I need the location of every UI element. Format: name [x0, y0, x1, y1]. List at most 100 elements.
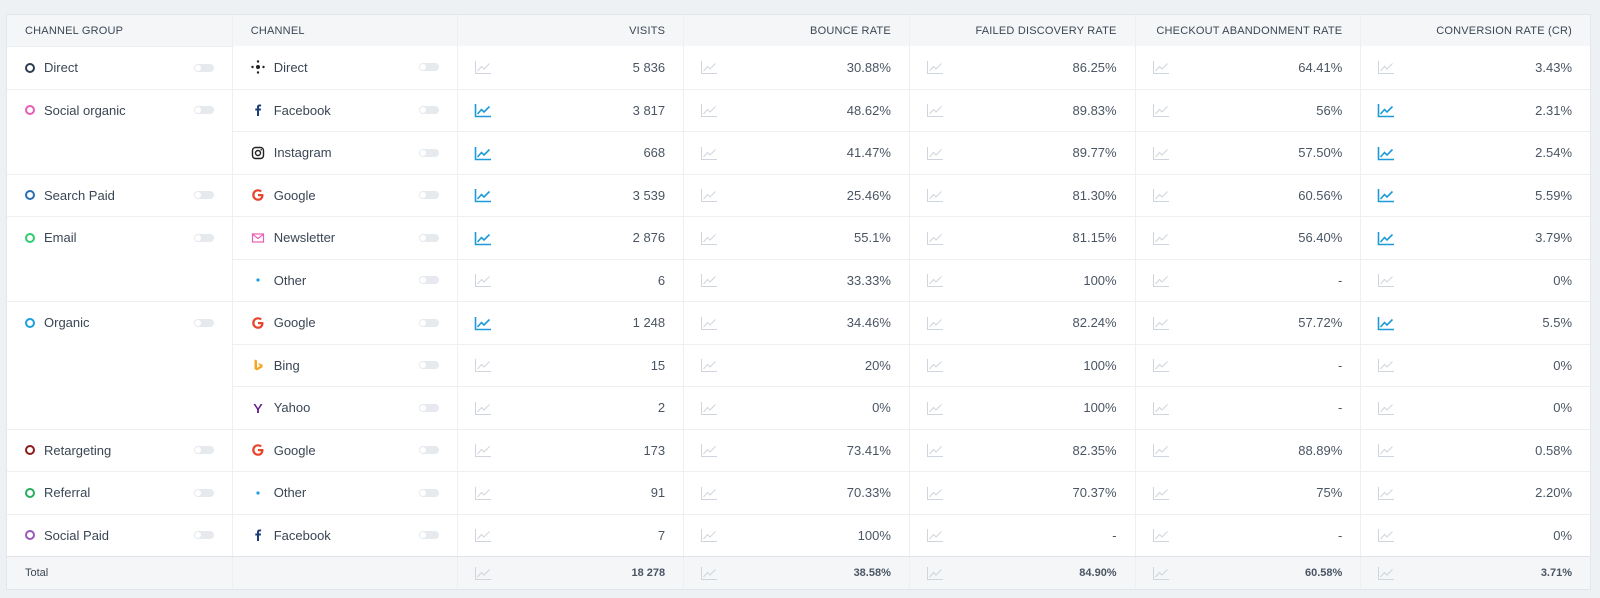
- facebook-icon: [251, 528, 265, 542]
- conversion-rate-value: 0.58%: [1535, 442, 1573, 458]
- channel-toggle[interactable]: [419, 276, 440, 285]
- group-toggle[interactable]: [193, 106, 214, 115]
- checkout-abandonment-rate-cell: -: [1135, 513, 1362, 556]
- channel-group-name: Organic: [44, 315, 90, 331]
- channel-group-cell: Search Paid: [7, 173, 233, 216]
- conversion-rate-cell: 0%: [1361, 343, 1591, 387]
- channel-toggle[interactable]: [419, 191, 440, 200]
- conversion-rate-cell: 3.43%: [1361, 46, 1590, 89]
- group-toggle[interactable]: [193, 531, 214, 540]
- channel-group-name: Retargeting: [44, 442, 112, 458]
- bounce-rate-cell: 55.1%: [684, 216, 910, 259]
- channel-toggle[interactable]: [419, 148, 440, 157]
- bounce-rate-value: 0%: [872, 400, 891, 416]
- failed-discovery-rate-value: 100%: [1083, 272, 1117, 288]
- group-color-dot: [25, 105, 35, 116]
- failed-discovery-rate-value: 70.37%: [1072, 485, 1117, 501]
- group-toggle[interactable]: [193, 446, 214, 455]
- conversion-rate-cell: 2.31%: [1361, 88, 1591, 132]
- group-toggle[interactable]: [193, 488, 214, 497]
- yahoo-icon: [251, 401, 265, 415]
- channel-cell: Google: [232, 301, 459, 344]
- visits-cell: 3 817: [458, 88, 685, 131]
- channel-cell: Newsletter: [232, 216, 459, 259]
- group-toggle[interactable]: [193, 191, 214, 200]
- group-toggle[interactable]: [193, 233, 214, 242]
- channel-toggle[interactable]: [419, 531, 440, 540]
- conversion-rate-cell: 0%: [1361, 386, 1591, 429]
- conversion-rate-cell: 0%: [1361, 258, 1591, 302]
- table-row: Organic Google 1 248 34.46% 82.24% 57.72% 5.5%: [7, 301, 1591, 344]
- conversion-rate-cell: 0%: [1361, 513, 1591, 557]
- channel-cell: Facebook: [232, 88, 459, 131]
- visits-cell: 3 539: [458, 173, 685, 216]
- channel-group-cell: [7, 343, 233, 386]
- checkout-abandonment-rate-cell: 57.72%: [1135, 301, 1362, 344]
- channel-group-cell: Email: [7, 216, 233, 259]
- channel-toggle[interactable]: [419, 361, 440, 370]
- channel-toggle[interactable]: [419, 488, 440, 497]
- bounce-rate-value: 48.62%: [846, 102, 891, 118]
- total-row: Total 18 278 38.58% 84.90% 60.58% 3.71%: [7, 556, 1590, 589]
- bounce-rate-cell: 34.46%: [684, 301, 910, 344]
- header-visits[interactable]: VISITS: [458, 15, 685, 46]
- group-color-dot: [25, 190, 35, 201]
- header-checkout-abandonment-rate[interactable]: CHECKOUT ABANDONMENT RATE: [1136, 15, 1362, 46]
- channel-toggle[interactable]: [419, 318, 440, 327]
- total-failed-discovery-rate-value: 84.90%: [1079, 567, 1117, 579]
- channel-group-cell: Direct: [7, 46, 233, 89]
- bounce-rate-value: 73.41%: [846, 442, 891, 458]
- failed-discovery-rate-cell: 82.35%: [909, 428, 1136, 471]
- conversion-rate-cell: 2.20%: [1361, 471, 1591, 514]
- channel-toggle[interactable]: [419, 233, 440, 242]
- channel-group-cell: Social organic: [7, 88, 233, 131]
- bounce-rate-cell: 41.47%: [684, 131, 910, 174]
- failed-discovery-rate-value: 100%: [1083, 400, 1117, 416]
- table-row: Social Paid Facebook 7 100% - - 0%: [7, 513, 1591, 557]
- channel-name: Google: [273, 442, 316, 458]
- channel-name: Other: [273, 485, 307, 501]
- group-toggle[interactable]: [193, 63, 214, 72]
- group-toggle[interactable]: [193, 318, 214, 327]
- channel-cell: Bing: [232, 343, 459, 386]
- bounce-rate-value: 20%: [864, 357, 891, 373]
- google-icon: [251, 188, 265, 202]
- conversion-rate-cell: 5.59%: [1361, 173, 1591, 217]
- visits-value: 3 817: [632, 102, 666, 118]
- channel-name: Facebook: [273, 527, 331, 543]
- checkout-abandonment-rate-value: 56%: [1316, 102, 1343, 118]
- group-color-dot: [25, 487, 35, 498]
- checkout-abandonment-rate-cell: 57.50%: [1135, 131, 1362, 174]
- conversion-rate-value: 0%: [1553, 527, 1573, 543]
- conversion-rate-value: 2.54%: [1535, 145, 1573, 161]
- visits-value: 2: [657, 400, 666, 416]
- total-conversion-rate-value: 3.71%: [1540, 567, 1573, 579]
- channel-name: Google: [273, 315, 316, 331]
- header-failed-discovery-rate[interactable]: FAILED DISCOVERY RATE: [910, 15, 1136, 46]
- conversion-rate-value: 5.5%: [1542, 315, 1573, 331]
- header-bounce-rate[interactable]: BOUNCE RATE: [684, 15, 910, 46]
- failed-discovery-rate-cell: 100%: [909, 343, 1136, 386]
- header-conversion-rate[interactable]: CONVERSION RATE (CR): [1436, 24, 1573, 37]
- channel-toggle[interactable]: [419, 63, 440, 72]
- channel-toggle[interactable]: [419, 446, 440, 455]
- bounce-rate-value: 70.33%: [846, 485, 891, 501]
- failed-discovery-rate-value: 89.77%: [1072, 145, 1117, 161]
- bounce-rate-cell: 25.46%: [684, 173, 910, 216]
- total-failed-discovery-rate-cell: 84.90%: [910, 557, 1136, 589]
- conversion-rate-cell: 5.5%: [1361, 301, 1591, 344]
- channel-toggle[interactable]: [419, 106, 440, 115]
- table-row: Other 6 33.33% 100% - 0%: [7, 258, 1591, 302]
- visits-value: 6: [657, 272, 666, 288]
- bounce-rate-value: 55.1%: [854, 230, 891, 246]
- channel-group-name: Search Paid: [44, 187, 115, 203]
- failed-discovery-rate-cell: 100%: [909, 386, 1136, 429]
- bounce-rate-value: 25.46%: [846, 187, 891, 203]
- header-channel-group[interactable]: CHANNEL GROUP: [7, 15, 233, 46]
- channel-toggle[interactable]: [419, 403, 440, 412]
- bounce-rate-cell: 73.41%: [684, 428, 910, 471]
- failed-discovery-rate-cell: 82.24%: [909, 301, 1136, 344]
- channel-group-name: Referral: [44, 485, 91, 501]
- bounce-rate-cell: 33.33%: [684, 258, 910, 301]
- header-channel[interactable]: CHANNEL: [233, 15, 459, 46]
